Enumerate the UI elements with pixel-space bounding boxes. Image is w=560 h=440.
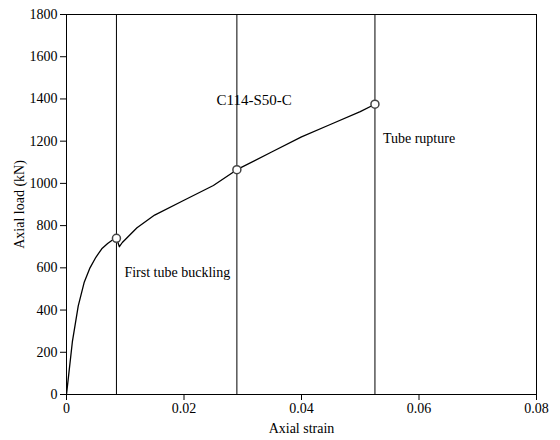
svg-text:0: 0 [51,387,58,402]
svg-text:200: 200 [37,345,58,360]
svg-text:C114-S50-C: C114-S50-C [217,92,292,108]
svg-text:First tube buckling: First tube buckling [124,265,230,280]
svg-text:400: 400 [37,303,58,318]
svg-text:0.08: 0.08 [524,401,549,416]
svg-text:0.02: 0.02 [172,401,197,416]
svg-text:1400: 1400 [30,91,58,106]
svg-text:1600: 1600 [30,49,58,64]
svg-text:600: 600 [37,260,58,275]
svg-text:1000: 1000 [30,176,58,191]
svg-text:0.06: 0.06 [407,401,432,416]
svg-text:1800: 1800 [30,7,58,22]
svg-text:1200: 1200 [30,134,58,149]
svg-text:Axial strain: Axial strain [269,421,335,436]
svg-text:Tube rupture: Tube rupture [383,131,455,146]
svg-text:Axial load (kN): Axial load (kN) [12,160,28,249]
svg-text:0.04: 0.04 [289,401,314,416]
svg-text:800: 800 [37,218,58,233]
svg-text:0: 0 [63,401,70,416]
